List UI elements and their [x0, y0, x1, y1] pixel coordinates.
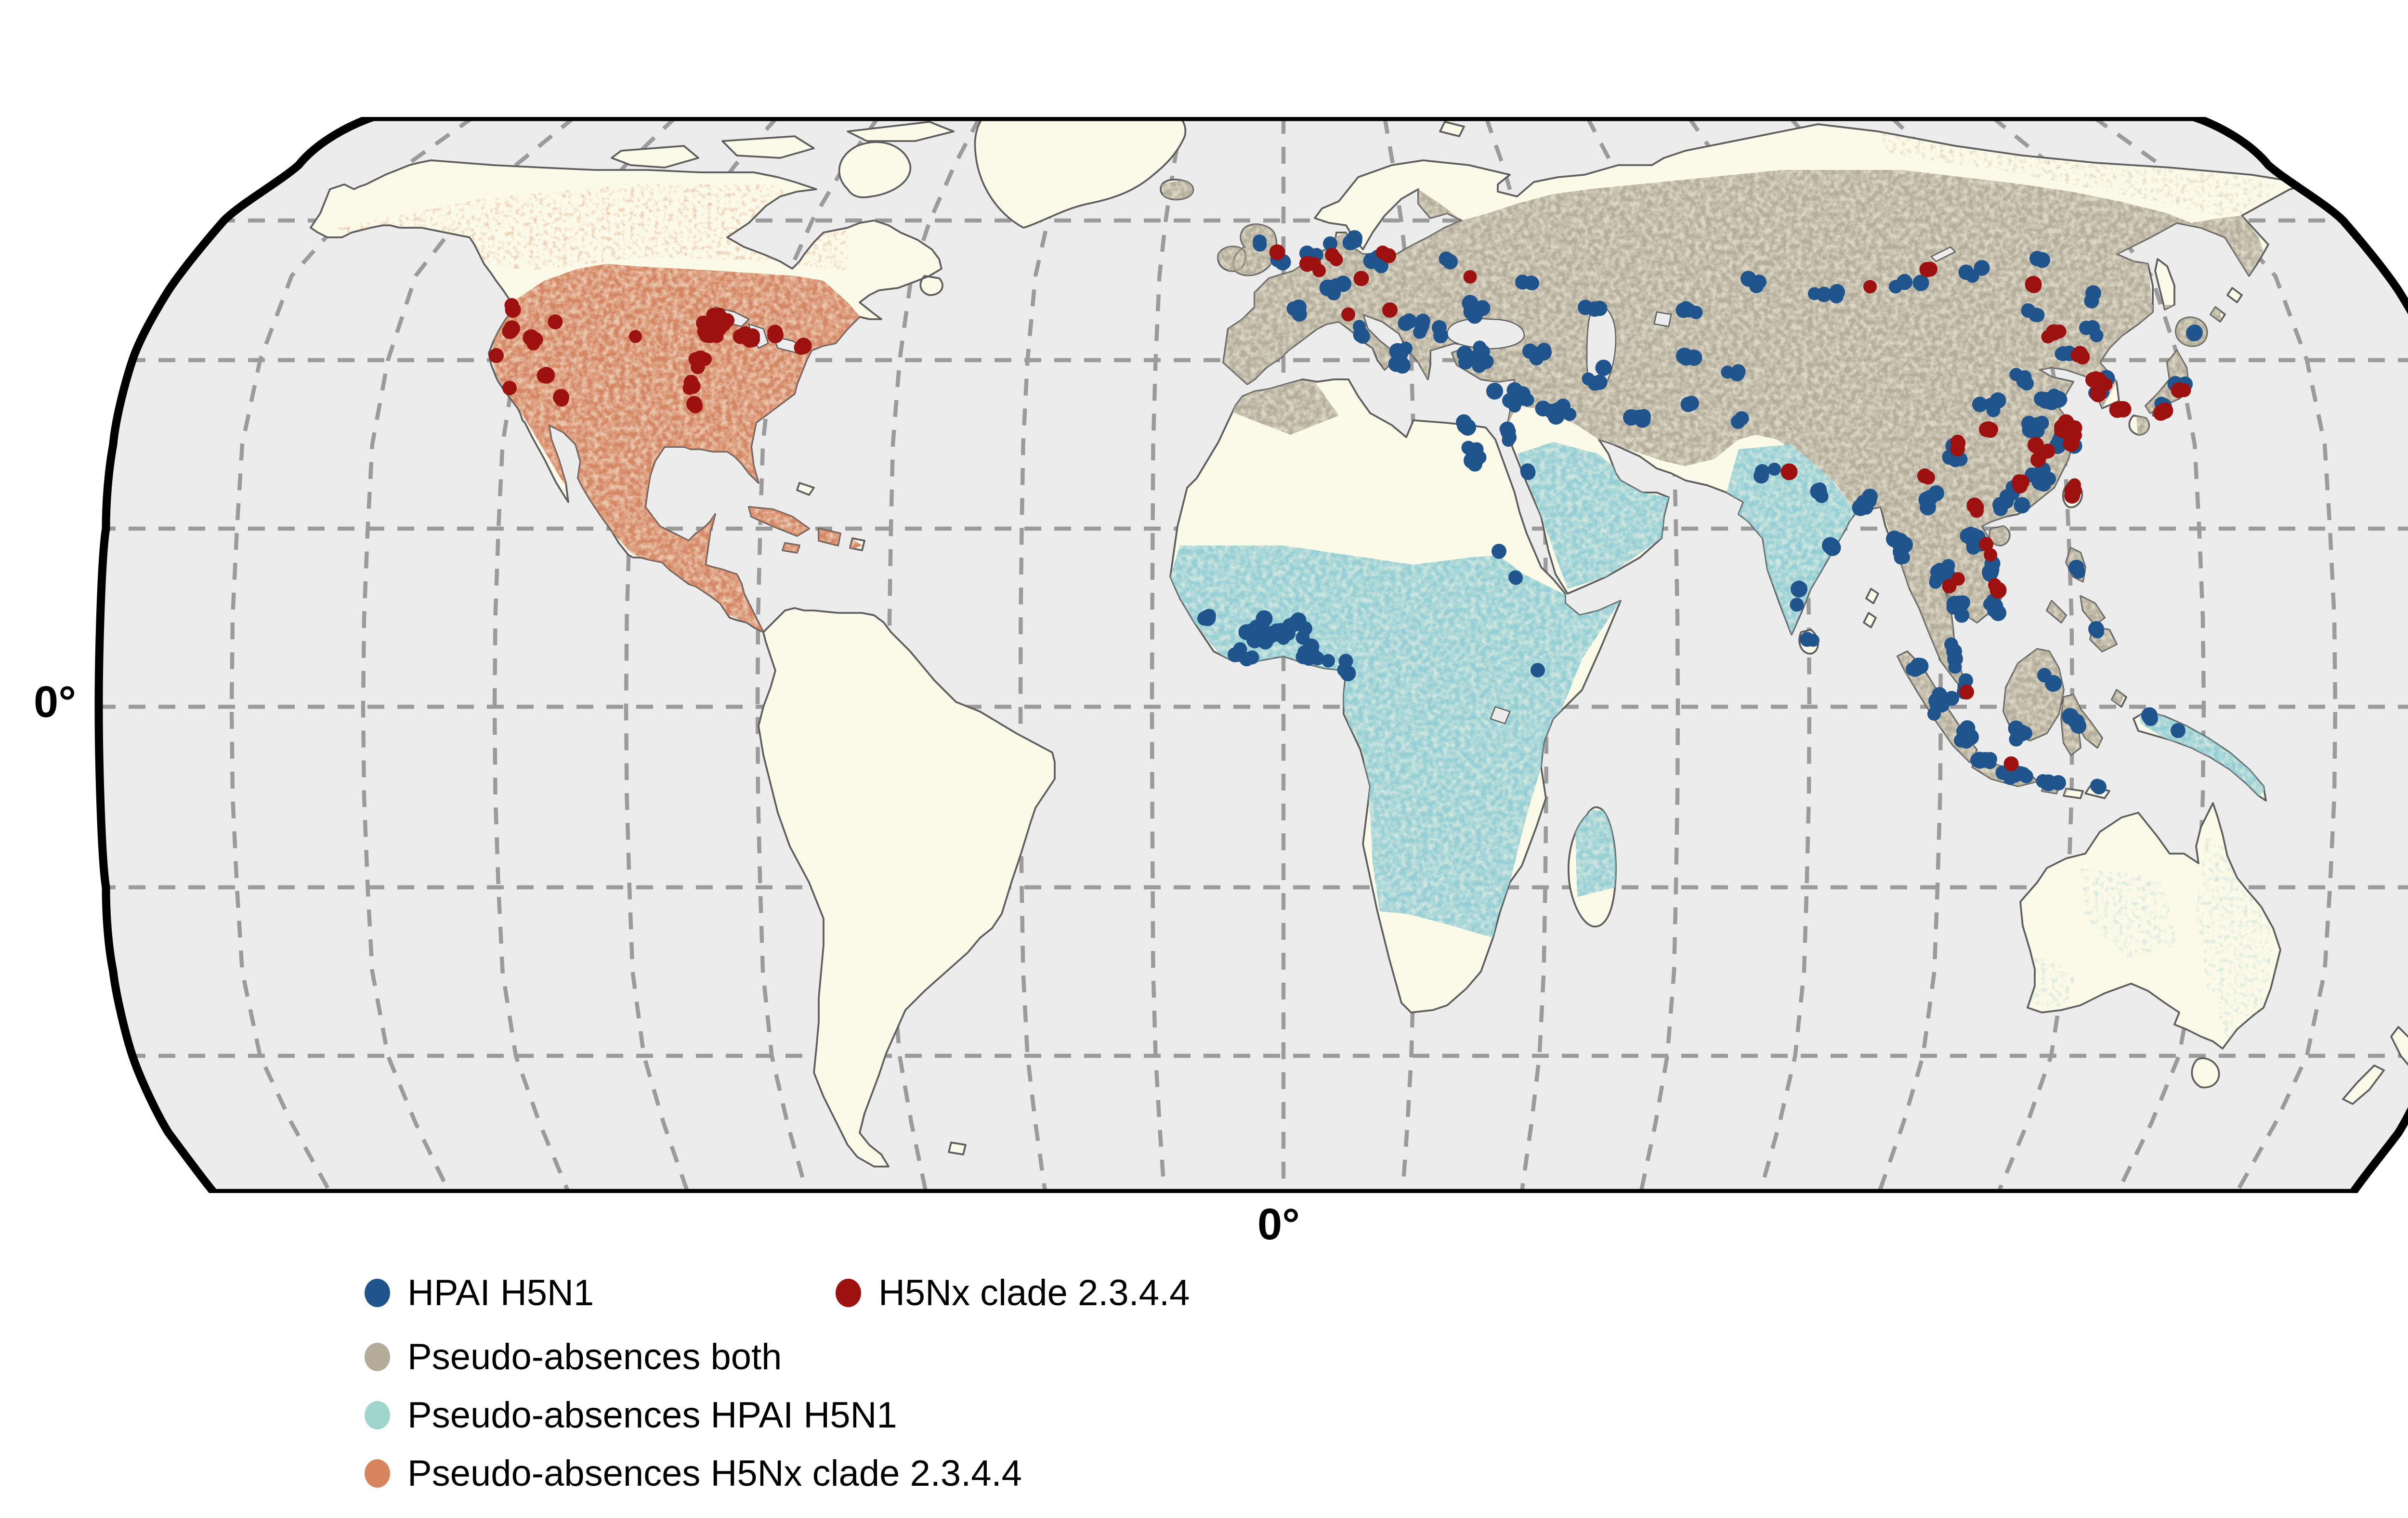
hpai-h5n1-dot-icon	[365, 1279, 390, 1307]
pseudo-absences-h5nx-dot-icon	[365, 1459, 390, 1488]
legend-item-pseudo-absences-hpai-h5n1: Pseudo-absences HPAI H5N1	[365, 1394, 897, 1436]
legend-label: HPAI H5N1	[407, 1272, 594, 1313]
prime-meridian-label: 0°	[1257, 1200, 1300, 1249]
legend-label: Pseudo-absences HPAI H5N1	[407, 1395, 897, 1436]
world-map	[0, 117, 2408, 1193]
legend-item-pseudo-absences-both: Pseudo-absences both	[365, 1336, 782, 1378]
legend-label: H5Nx clade 2.3.4.4	[878, 1272, 1190, 1313]
legend-item-pseudo-absences-h5nx: Pseudo-absences H5Nx clade 2.3.4.4	[365, 1453, 1022, 1494]
pseudo-absences-hpai-h5n1-dot-icon	[365, 1401, 390, 1429]
legend-item-hpai-h5n1: HPAI H5N1	[365, 1272, 836, 1314]
legend-label: Pseudo-absences both	[407, 1336, 782, 1377]
legend-item-h5nx-clade: H5Nx clade 2.3.4.4	[836, 1272, 1190, 1314]
legend-label: Pseudo-absences H5Nx clade 2.3.4.4	[407, 1453, 1022, 1494]
legend: HPAI H5N1 H5Nx clade 2.3.4.4 Pseudo-abse…	[365, 1272, 1190, 1511]
h5nx-clade-dot-icon	[836, 1279, 861, 1307]
h5nx-clade-points	[488, 244, 2191, 772]
equator-label: 0°	[34, 677, 76, 727]
pseudo-absences-both-dot-icon	[365, 1343, 390, 1371]
